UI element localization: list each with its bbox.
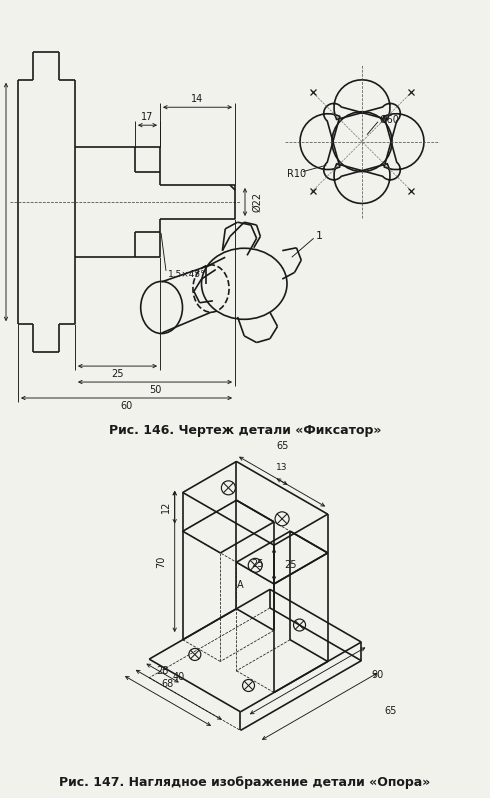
Text: 50: 50 — [149, 385, 161, 395]
Text: 68: 68 — [162, 678, 174, 689]
Text: Рис. 146. Чертеж детали «Фиксатор»: Рис. 146. Чертеж детали «Фиксатор» — [109, 425, 381, 437]
Text: 14: 14 — [192, 94, 204, 105]
Text: 28: 28 — [156, 666, 169, 676]
Text: 40: 40 — [172, 673, 185, 682]
Text: 1: 1 — [316, 231, 322, 242]
Text: Ø60: Ø60 — [380, 115, 400, 124]
Text: 60: 60 — [121, 401, 133, 411]
Text: Рис. 147. Наглядное изображение детали «Опора»: Рис. 147. Наглядное изображение детали «… — [59, 776, 431, 789]
Text: 25: 25 — [111, 369, 124, 379]
Text: 25: 25 — [252, 559, 264, 569]
Text: Ø22: Ø22 — [252, 192, 262, 212]
Text: 70: 70 — [156, 555, 166, 567]
Text: A: A — [237, 580, 243, 591]
Text: 65: 65 — [276, 441, 288, 451]
Text: 90: 90 — [372, 670, 384, 680]
Text: 17: 17 — [141, 113, 154, 122]
Text: Ø36: Ø36 — [0, 192, 1, 212]
Text: 25: 25 — [284, 559, 296, 570]
Text: 65: 65 — [384, 706, 396, 717]
Text: 13: 13 — [276, 464, 288, 472]
Text: R10: R10 — [287, 168, 306, 179]
Text: 1,5×45°: 1,5×45° — [168, 271, 206, 279]
Text: 12: 12 — [161, 501, 171, 513]
